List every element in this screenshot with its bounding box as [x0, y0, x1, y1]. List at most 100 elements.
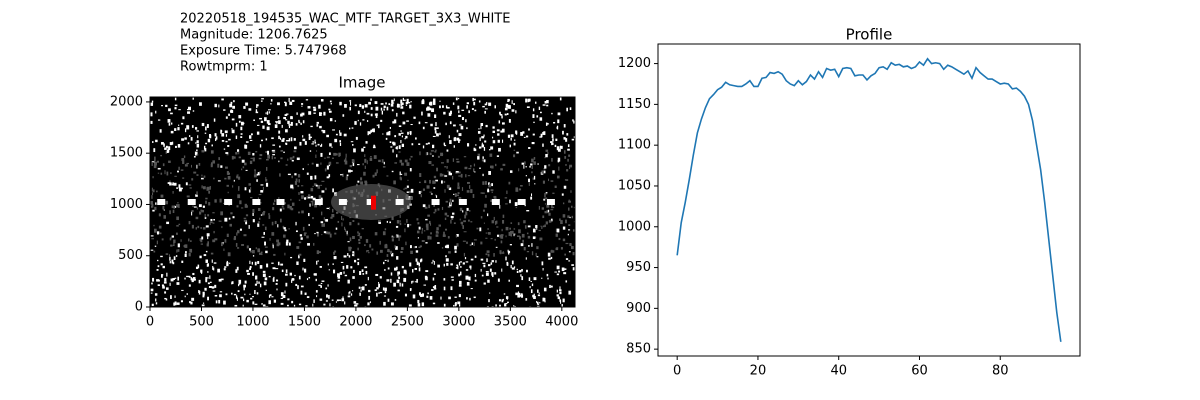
image-pixel: [195, 266, 199, 270]
image-pixel: [213, 267, 215, 271]
image-pixel: [357, 231, 359, 234]
image-pixel: [398, 125, 402, 128]
image-pixel: [287, 120, 290, 124]
image-pixel: [530, 196, 533, 200]
image-pixel: [487, 228, 489, 230]
image-pixel: [445, 200, 449, 203]
image-pixel: [297, 211, 301, 214]
image-pixel: [212, 265, 214, 270]
image-pixel: [313, 299, 315, 303]
image-pixel: [429, 179, 431, 184]
image-pixel: [473, 163, 476, 167]
image-spot: [366, 199, 375, 205]
image-pixel: [410, 123, 413, 126]
image-pixel: [192, 110, 195, 112]
image-pixel: [350, 101, 352, 106]
image-pixel: [188, 253, 191, 257]
image-pixel: [221, 140, 225, 142]
image-pixel: [236, 175, 239, 179]
image-pixel: [349, 237, 352, 242]
image-pixel: [201, 150, 205, 153]
image-pixel: [513, 266, 516, 268]
image-pixel: [400, 130, 402, 132]
image-pixel: [497, 133, 500, 136]
image-pixel: [516, 151, 519, 154]
image-pixel: [507, 249, 509, 252]
image-pixel: [454, 193, 457, 197]
image-pixel: [373, 145, 376, 147]
image-pixel: [369, 301, 371, 304]
image-pixel: [167, 119, 171, 123]
image-pixel: [394, 162, 398, 164]
image-pixel: [218, 104, 220, 108]
image-pixel: [314, 175, 317, 180]
image-pixel: [267, 123, 271, 126]
image-pixel: [316, 163, 319, 167]
image-pixel: [202, 302, 205, 304]
image-pixel: [446, 106, 450, 109]
image-pixel: [176, 204, 179, 208]
image-pixel: [532, 108, 535, 112]
image-pixel: [454, 296, 457, 298]
image-pixel: [337, 273, 340, 278]
image-pixel: [561, 193, 564, 196]
image-pixel: [192, 97, 194, 100]
image-pixel: [531, 158, 534, 163]
image-pixel: [276, 243, 280, 247]
image-pixel: [330, 102, 332, 105]
image-pixel: [513, 154, 516, 158]
image-pixel: [486, 250, 490, 253]
image-pixel: [435, 122, 437, 127]
image-pixel: [434, 114, 437, 119]
image-pixel: [379, 249, 383, 253]
image-pixel: [294, 181, 298, 185]
image-pixel: [486, 101, 488, 105]
image-pixel: [228, 113, 230, 116]
image-pixel: [412, 294, 416, 299]
image-pixel: [252, 208, 255, 213]
image-pixel: [391, 238, 394, 242]
image-pixel: [484, 203, 487, 208]
image-pixel: [550, 209, 554, 211]
image-pixel: [291, 159, 294, 162]
image-pixel: [209, 186, 211, 190]
image-pixel: [401, 265, 404, 269]
image-pixel: [424, 122, 428, 124]
image-pixel: [283, 202, 286, 205]
chart-title: Profile: [846, 26, 893, 44]
image-pixel: [565, 258, 569, 260]
image-pixel: [356, 183, 358, 187]
image-pixel: [509, 227, 511, 230]
image-pixel: [339, 130, 341, 134]
image-pixel: [221, 133, 225, 137]
image-pixel: [290, 198, 292, 201]
image-pixel: [456, 129, 459, 133]
image-pixel: [260, 214, 263, 216]
image-pixel: [450, 110, 452, 115]
image-pixel: [178, 124, 180, 126]
image-pixel: [526, 232, 529, 235]
image-pixel: [483, 282, 486, 285]
image-pixel: [215, 138, 217, 142]
image-pixel: [473, 296, 476, 299]
image-pixel: [409, 104, 412, 109]
image-pixel: [169, 210, 171, 215]
image-pixel: [205, 142, 208, 145]
image-pixel: [548, 178, 550, 182]
image-pixel: [433, 273, 436, 275]
image-pixel: [374, 101, 378, 104]
image-pixel: [176, 225, 179, 227]
image-pixel: [365, 141, 368, 144]
image-pixel: [201, 122, 205, 127]
image-pixel: [231, 128, 233, 130]
image-pixel: [364, 165, 366, 169]
image-pixel: [395, 246, 398, 250]
image-pixel: [536, 246, 539, 250]
image-pixel: [330, 216, 333, 219]
image-pixel: [537, 289, 539, 293]
image-pixel: [157, 284, 160, 287]
image-pixel: [344, 160, 348, 165]
image-pixel: [297, 174, 301, 178]
image-pixel: [564, 179, 567, 181]
image-pixel: [265, 182, 269, 187]
